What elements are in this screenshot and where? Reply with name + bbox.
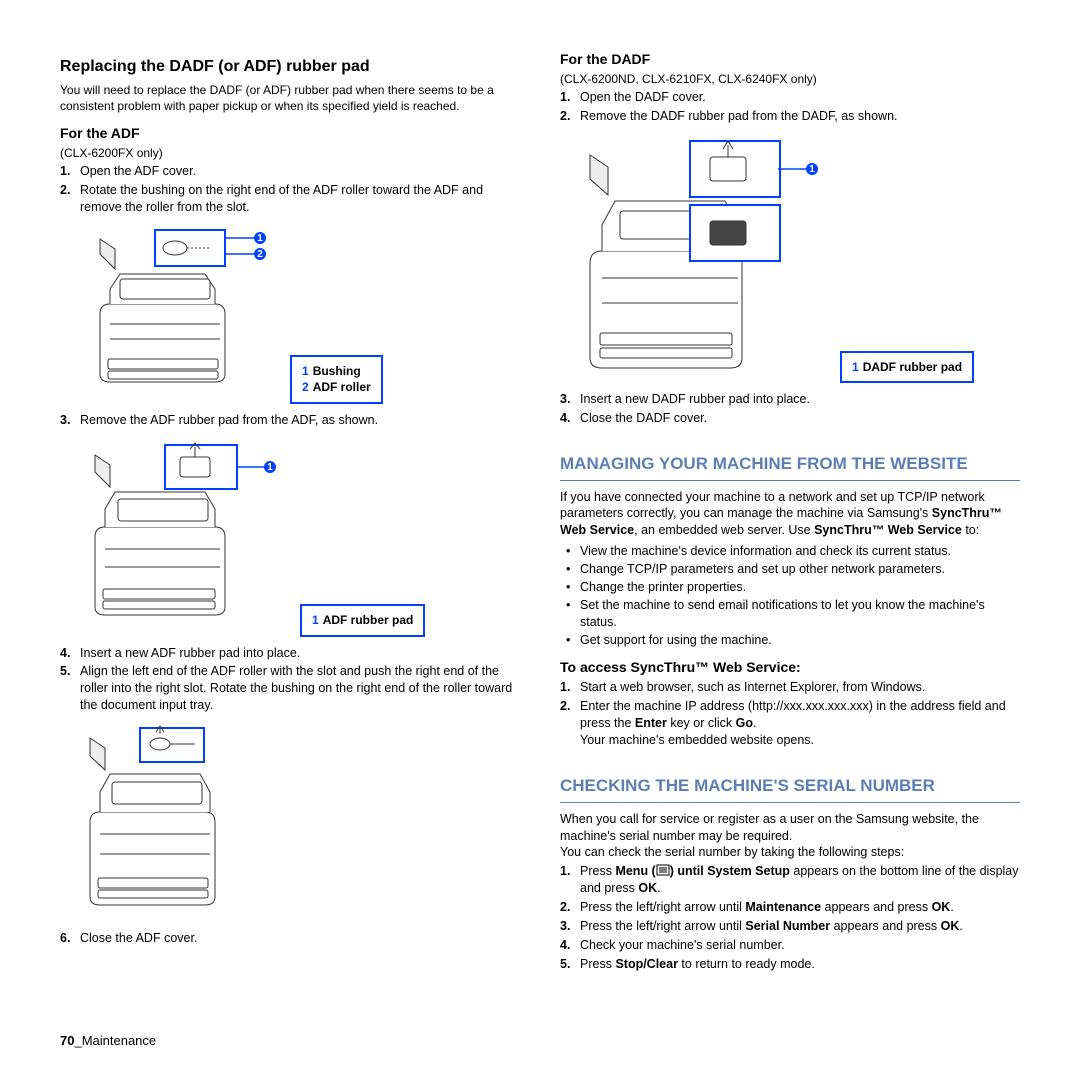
heading-for-adf: For the ADF [60, 124, 520, 143]
svg-text:1: 1 [257, 233, 263, 244]
step-1: 1.Open the ADF cover. [60, 163, 520, 180]
bullet-4: Set the machine to send email notificati… [560, 597, 1020, 631]
printer-illustration-2: 1 [60, 437, 280, 637]
step-3-text: Remove the ADF rubber pad from the ADF, … [80, 413, 378, 427]
rstep-2-text: Remove the DADF rubber pad from the DADF… [580, 109, 898, 123]
rstep-1-text: Open the DADF cover. [580, 90, 706, 104]
svg-text:1: 1 [809, 164, 815, 175]
page-footer: 70_Maintenance [60, 1032, 156, 1050]
step-6: 6.Close the ADF cover. [60, 930, 520, 947]
cstep-5: 5. Press Stop/Clear to return to ready m… [560, 956, 1020, 973]
heading-serial: Checking the Machine's Serial Number [560, 775, 1020, 803]
step-2: 2.Rotate the bushing on the right end of… [60, 182, 520, 216]
model-note-adf: (CLX-6200FX only) [60, 145, 520, 161]
managing-intro: If you have connected your machine to a … [560, 489, 1020, 540]
serial-p2: You can check the serial number by takin… [560, 844, 1020, 861]
cstep-4-text: Check your machine's serial number. [580, 938, 785, 952]
printer-illustration-dadf: 1 [560, 133, 820, 383]
bullet-2: Change TCP/IP parameters and set up othe… [560, 561, 1020, 578]
legend-dadf: 1DADF rubber pad [840, 351, 974, 383]
section-name: _Maintenance [74, 1033, 156, 1048]
figure-adf-3 [60, 722, 520, 922]
step-6-text: Close the ADF cover. [80, 931, 197, 945]
rstep-3: 3.Insert a new DADF rubber pad into plac… [560, 391, 1020, 408]
step-2-text: Rotate the bushing on the right end of t… [80, 183, 483, 214]
wstep-1: 1.Start a web browser, such as Internet … [560, 679, 1020, 696]
rstep-2: 2.Remove the DADF rubber pad from the DA… [560, 108, 1020, 125]
cstep-1: 1. Press Menu () until System Setup appe… [560, 863, 1020, 897]
intro-text: You will need to replace the DADF (or AD… [60, 82, 520, 114]
rstep-3-text: Insert a new DADF rubber pad into place. [580, 392, 810, 406]
menu-icon [656, 864, 670, 876]
svg-text:2: 2 [257, 249, 263, 260]
step-1-text: Open the ADF cover. [80, 164, 196, 178]
legend-dadf-pad: DADF rubber pad [863, 360, 962, 374]
rstep-4: 4.Close the DADF cover. [560, 410, 1020, 427]
legend-adf-pad: ADF rubber pad [323, 613, 414, 627]
model-note-dadf: (CLX-6200ND, CLX-6210FX, CLX-6240FX only… [560, 71, 1020, 87]
legend-1: 1Bushing 2ADF roller [290, 355, 383, 403]
cstep-3: 3. Press the left/right arrow until Seri… [560, 918, 1020, 935]
figure-dadf: 1 1DADF rubber pad [560, 133, 1020, 383]
heading-managing: Managing Your Machine from the Website [560, 453, 1020, 481]
cstep-2: 2. Press the left/right arrow until Main… [560, 899, 1020, 916]
svg-text:1: 1 [267, 462, 273, 473]
bullet-1: View the machine's device information an… [560, 543, 1020, 560]
wstep-1-text: Start a web browser, such as Internet Ex… [580, 680, 925, 694]
figure-adf-2: 1 1ADF rubber pad [60, 437, 520, 637]
printer-illustration-1: 1 2 [60, 224, 270, 404]
legend-adf-roller: ADF roller [313, 380, 371, 394]
serial-p1: When you call for service or register as… [560, 811, 1020, 845]
step-5: 5.Align the left end of the ADF roller w… [60, 663, 520, 714]
heading-for-dadf: For the DADF [560, 50, 1020, 69]
figure-adf-1: 1 2 1Bushing 2ADF roller [60, 224, 520, 404]
heading-access-syncthru: To access SyncThru™ Web Service: [560, 658, 1020, 677]
legend-2: 1ADF rubber pad [300, 604, 425, 636]
step-3: 3.Remove the ADF rubber pad from the ADF… [60, 412, 520, 429]
heading-replacing: Replacing the DADF (or ADF) rubber pad [60, 56, 520, 78]
bullet-5: Get support for using the machine. [560, 632, 1020, 649]
cstep-4: 4.Check your machine's serial number. [560, 937, 1020, 954]
wstep-2: 2. Enter the machine IP address (http://… [560, 698, 1020, 749]
step-5-text: Align the left end of the ADF roller wit… [80, 664, 512, 712]
printer-illustration-3 [60, 722, 240, 922]
bullet-3: Change the printer properties. [560, 579, 1020, 596]
rstep-4-text: Close the DADF cover. [580, 411, 707, 425]
legend-bushing: Bushing [313, 364, 361, 378]
rstep-1: 1.Open the DADF cover. [560, 89, 1020, 106]
page-number: 70 [60, 1033, 74, 1048]
step-4: 4.Insert a new ADF rubber pad into place… [60, 645, 520, 662]
step-4-text: Insert a new ADF rubber pad into place. [80, 646, 300, 660]
